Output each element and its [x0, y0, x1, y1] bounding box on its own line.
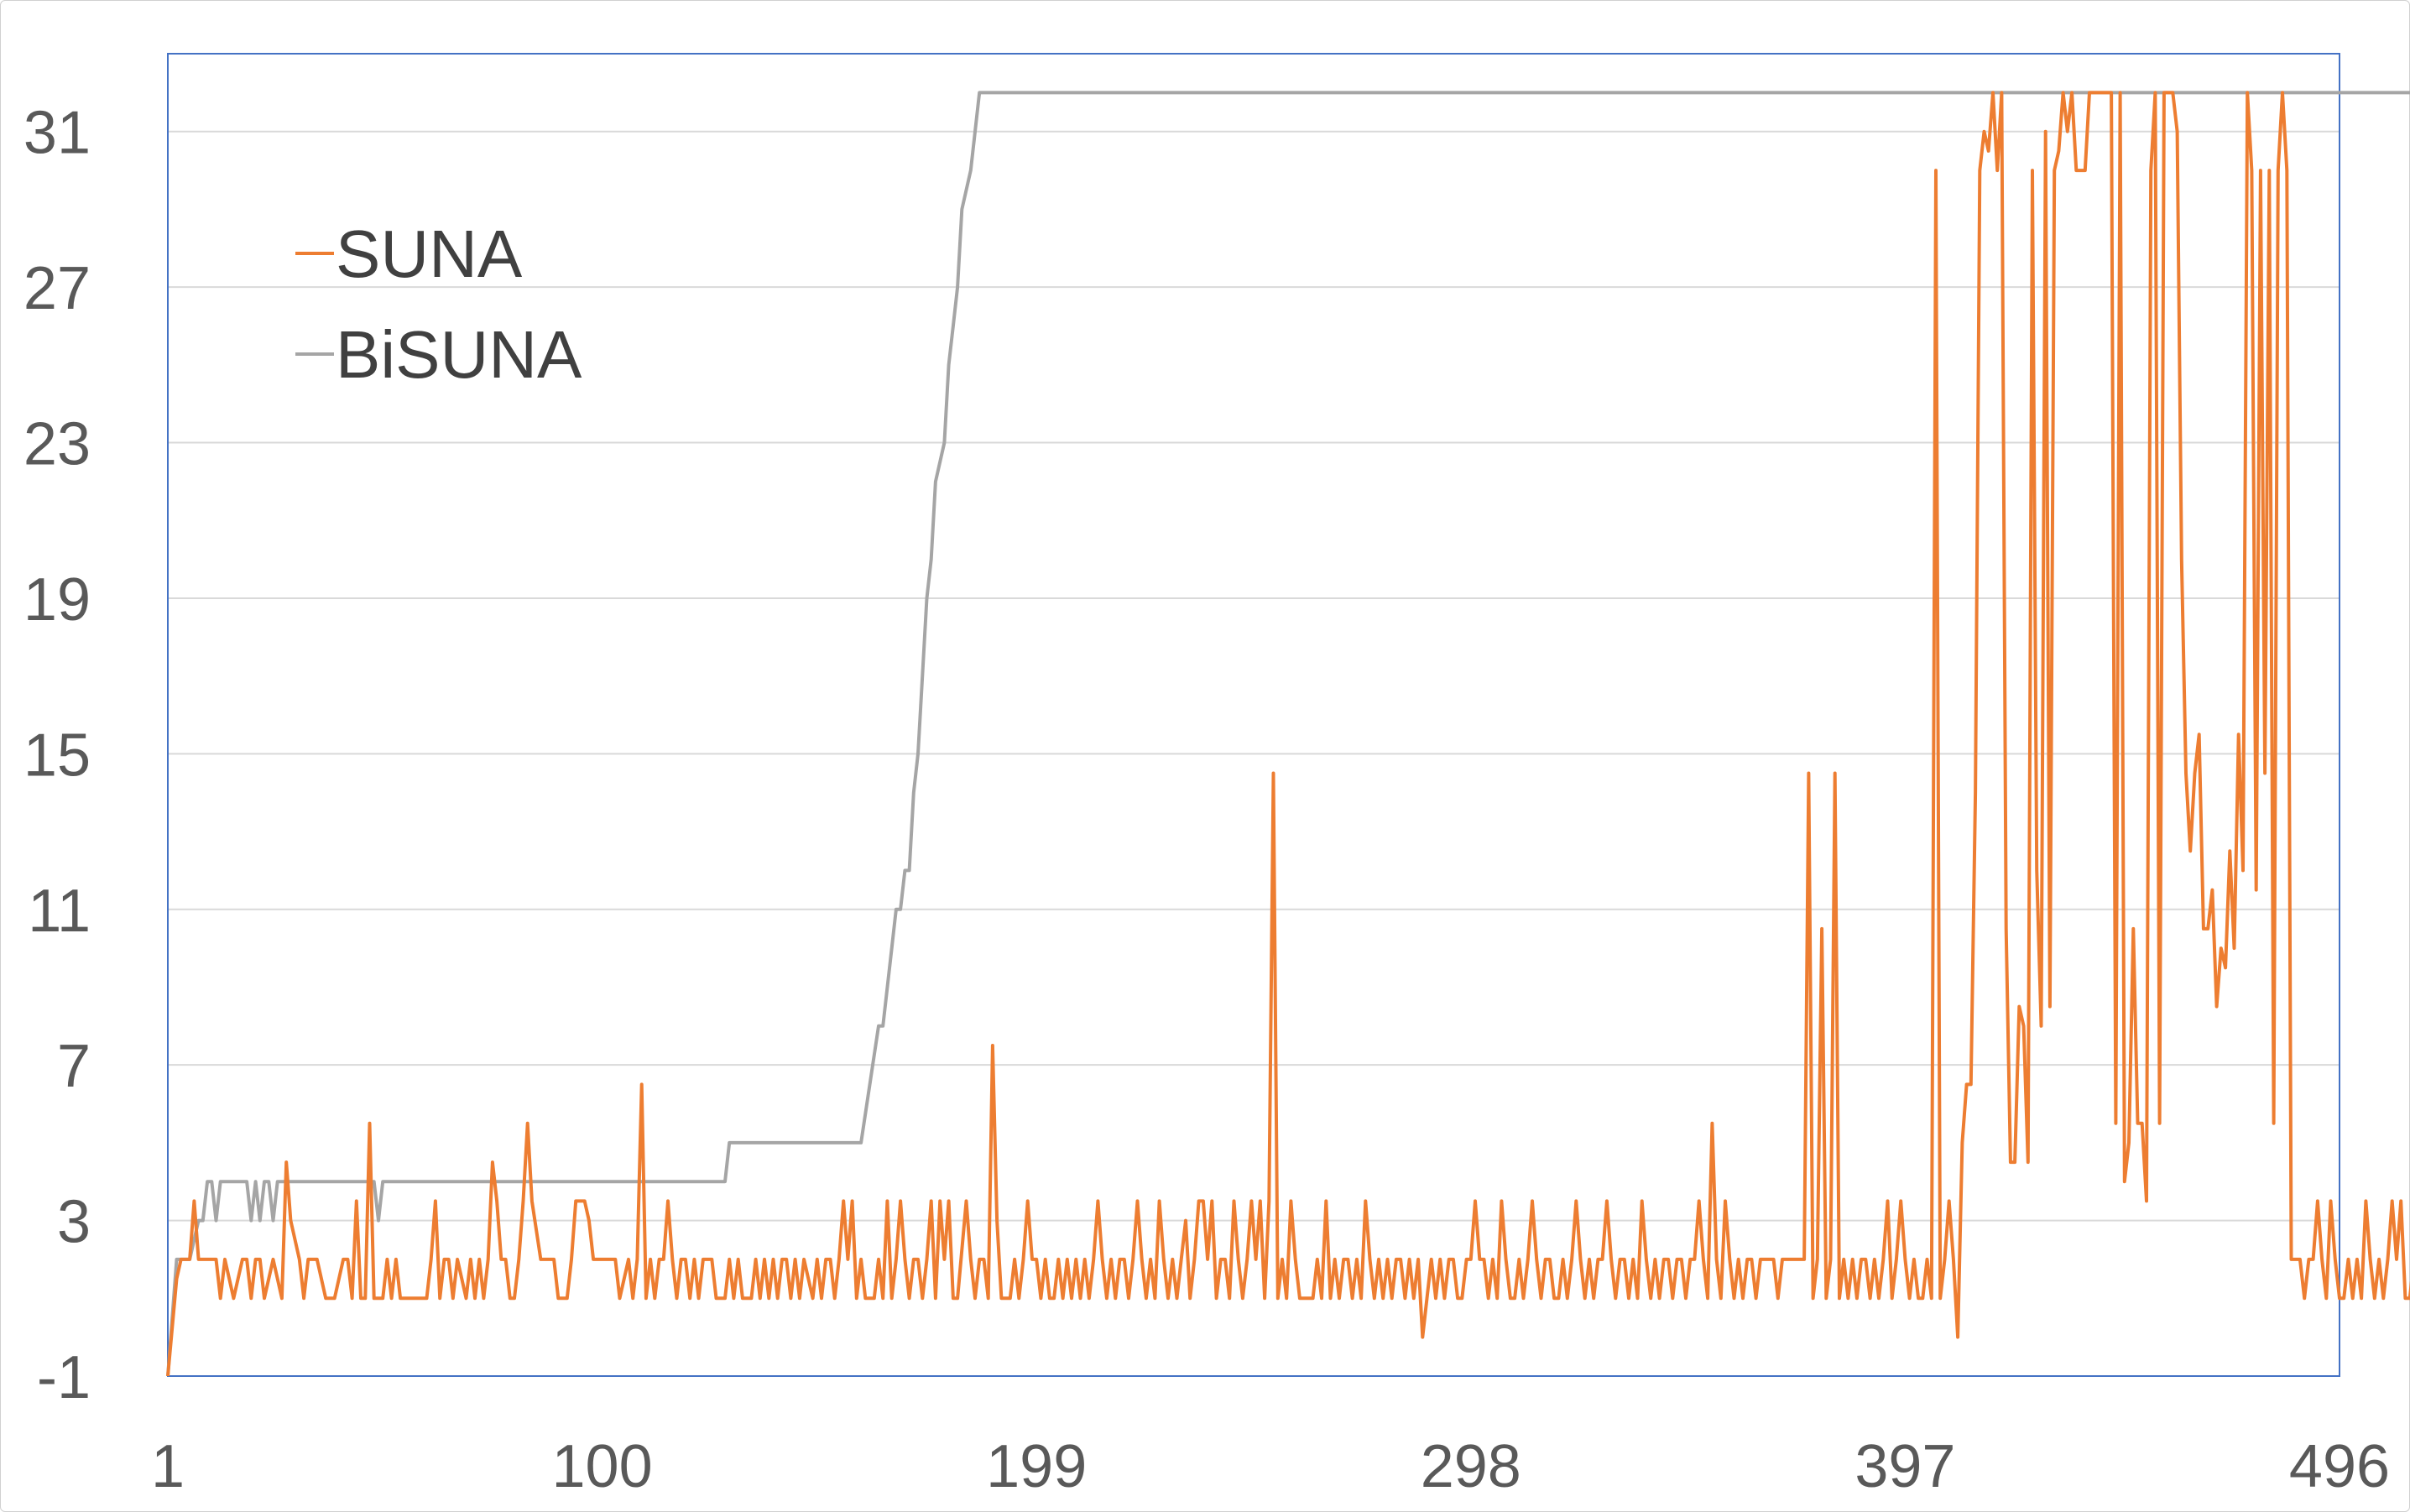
y-tick-label: 11	[28, 878, 91, 945]
x-tick-label: 100	[552, 1433, 653, 1500]
x-tick-label: 1	[151, 1433, 185, 1500]
series-lines	[166, 91, 2410, 1377]
x-tick-label: 397	[1854, 1433, 1955, 1500]
x-tick-label: 298	[1421, 1433, 1521, 1500]
y-tick-label: 23	[23, 411, 91, 478]
y-tick-label: 15	[23, 722, 91, 789]
x-axis-tick-labels: 1 100 199 298 397 496	[151, 1433, 2390, 1500]
y-axis-tick-labels: -1 3 7 11 15 19 23 27 31	[23, 100, 91, 1411]
y-tick-label: 27	[23, 255, 91, 322]
series-line-bisuna	[166, 91, 2410, 1377]
legend-label-suna: SUNA	[336, 216, 523, 291]
y-tick-label: -1	[37, 1344, 91, 1411]
plot-area-border	[167, 53, 2340, 1377]
y-tick-label: 7	[57, 1033, 91, 1100]
y-tick-label: 31	[23, 100, 91, 167]
series-line-suna	[166, 91, 2410, 1377]
legend-label-bisuna: BiSUNA	[336, 317, 582, 392]
y-tick-label: 3	[57, 1189, 91, 1256]
y-tick-label: 19	[23, 566, 91, 633]
x-tick-label: 496	[2289, 1433, 2390, 1500]
legend: SUNA BiSUNA	[295, 216, 582, 392]
x-tick-label: 199	[986, 1433, 1087, 1500]
